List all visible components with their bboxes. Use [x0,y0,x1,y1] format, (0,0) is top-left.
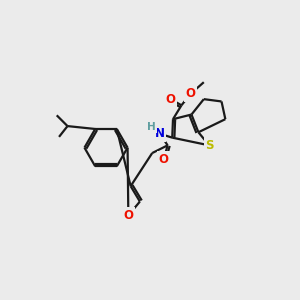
Text: O: O [166,93,176,106]
Text: H: H [147,122,156,132]
Text: O: O [123,209,133,222]
Text: O: O [159,153,169,166]
Text: N: N [155,127,165,140]
Text: S: S [205,139,213,152]
Text: O: O [186,87,196,100]
